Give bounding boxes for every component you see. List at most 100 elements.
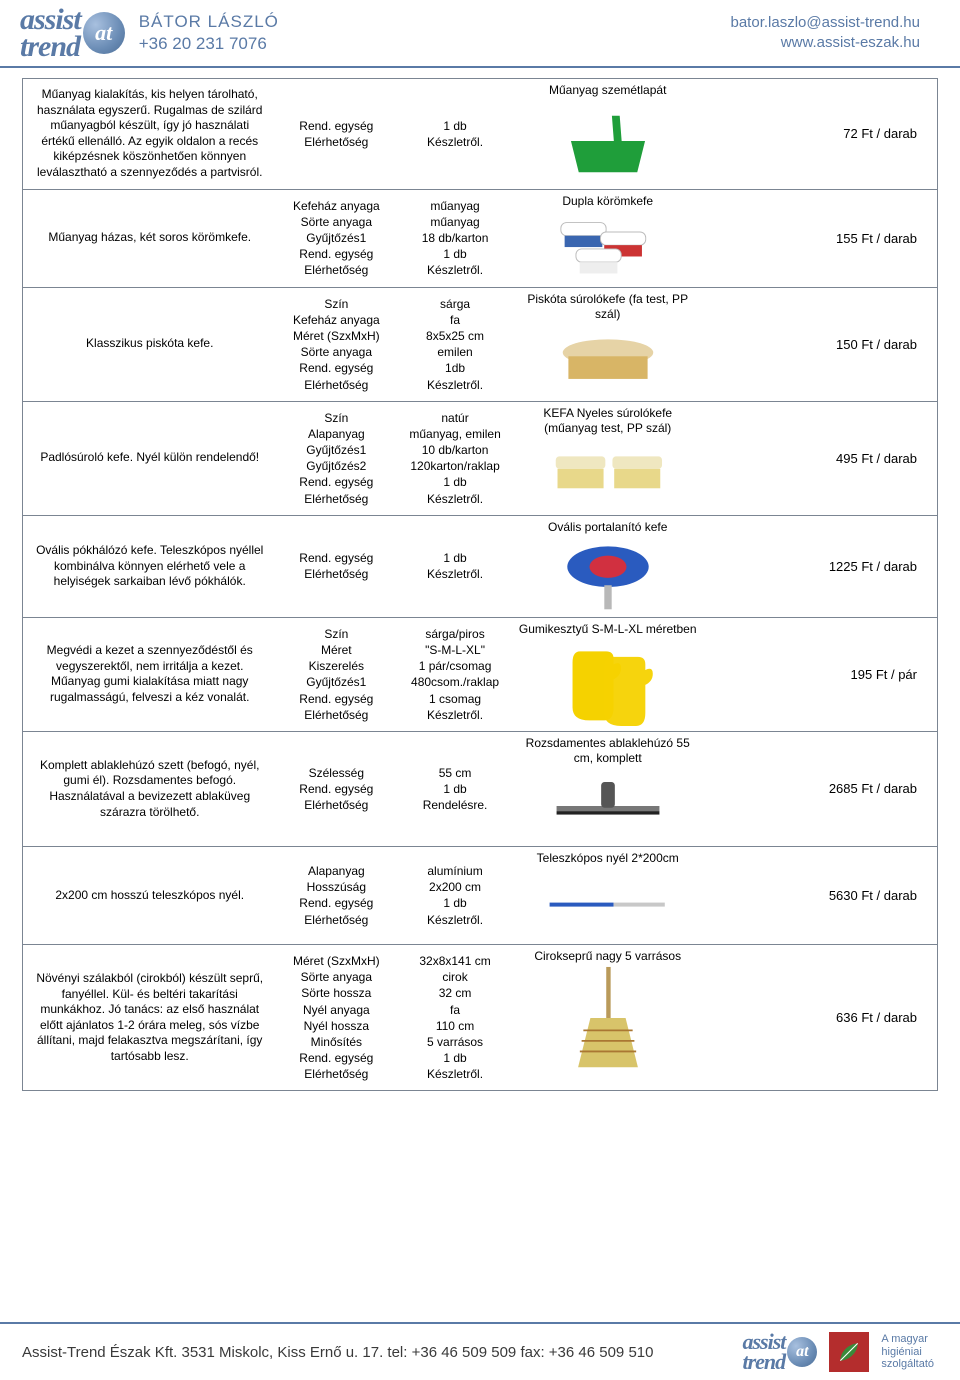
spec-value: Készletről. — [427, 707, 483, 723]
product-row: Műanyag kialakítás, kis helyen tárolható… — [23, 79, 937, 189]
spec-label: Elérhetőség — [304, 262, 368, 278]
spec-label: Szín — [324, 626, 348, 642]
contact-name: BÁTOR LÁSZLÓ — [139, 11, 279, 33]
spec-labels: Kefeház anyagaSörte anyagaGyűjtőzés1Rend… — [276, 190, 396, 287]
spec-value: Készletről. — [427, 1066, 483, 1082]
spec-label: Rend. egység — [299, 550, 373, 566]
product-row: Padlósúroló kefe. Nyél külön rendelendő!… — [23, 401, 937, 515]
product-image-icon — [548, 968, 668, 1068]
spec-values: műanyagműanyag18 db/karton1 dbKészletről… — [396, 190, 514, 287]
product-image-icon — [548, 102, 668, 185]
spec-value: fa — [450, 1002, 460, 1018]
spec-label: Elérhetőség — [304, 377, 368, 393]
product-image-cell: Rozsdamentes ablaklehúzó 55 cm, komplett — [514, 732, 702, 846]
spec-value: 1 db — [443, 118, 466, 134]
product-description: Növényi szálakból (cirokból) készült sep… — [23, 945, 276, 1091]
spec-value: Készletről. — [427, 262, 483, 278]
spec-label: Elérhetőség — [304, 797, 368, 813]
spec-label: Gyűjtőzés2 — [306, 458, 366, 474]
spec-value: 480csom./raklap — [411, 674, 499, 690]
spec-value: Készletről. — [427, 491, 483, 507]
contact-email: bator.laszlo@assist-trend.hu — [731, 13, 921, 33]
spec-label: Gyűjtőzés1 — [306, 442, 366, 458]
page-header: assist trend at BÁTOR LÁSZLÓ +36 20 231 … — [0, 0, 960, 68]
spec-value: 1 db — [443, 550, 466, 566]
product-price: 195 Ft / pár — [702, 618, 938, 731]
product-image-icon — [548, 641, 668, 727]
spec-label: Rend. egység — [299, 691, 373, 707]
spec-value: 110 cm — [436, 1018, 474, 1034]
product-row: Komplett ablaklehúzó szett (befogó, nyél… — [23, 731, 937, 846]
spec-label: Rend. egység — [299, 474, 373, 490]
spec-label: Alapanyag — [308, 863, 365, 879]
product-title: Dupla körömkefe — [562, 194, 653, 209]
product-price: 495 Ft / darab — [702, 402, 938, 515]
spec-label: Méret — [321, 642, 352, 658]
product-description: Ovális pókhálózó kefe. Teleszkópos nyéll… — [23, 516, 276, 617]
spec-label: Alapanyag — [308, 426, 365, 442]
spec-value: 1 db — [443, 781, 466, 797]
slogan-line-2: higiéniai — [881, 1346, 934, 1359]
contact-block: BÁTOR LÁSZLÓ +36 20 231 7076 — [139, 11, 279, 55]
product-title: Rozsdamentes ablaklehúzó 55 cm, komplett — [518, 736, 698, 766]
spec-label: Rend. egység — [299, 1050, 373, 1066]
slogan-line-1: A magyar — [881, 1333, 934, 1346]
spec-value: 1 db — [443, 895, 466, 911]
spec-labels: SzélességRend. egységElérhetőség — [276, 732, 396, 846]
spec-label: Hosszúság — [307, 879, 366, 895]
spec-value: Készletről. — [427, 912, 483, 928]
spec-label: Nyél hossza — [304, 1018, 369, 1034]
product-image-cell: Cirokseprű nagy 5 varrásos — [514, 945, 702, 1091]
product-title: Piskóta súrolókefe (fa test, PP szál) — [518, 292, 698, 322]
product-price: 1225 Ft / darab — [702, 516, 938, 617]
spec-labels: SzínKefeház anyagaMéret (SzxMxH)Sörte an… — [276, 288, 396, 401]
footer-brand-word-bottom: trend — [742, 1352, 785, 1372]
product-description: Műanyag házas, két soros körömkefe. — [23, 190, 276, 287]
product-description: Megvédi a kezet a szennyeződéstől és veg… — [23, 618, 276, 731]
product-description: Komplett ablaklehúzó szett (befogó, nyél… — [23, 732, 276, 846]
spec-label: Méret (SzxMxH) — [293, 953, 380, 969]
spec-label: Rend. egység — [299, 781, 373, 797]
brand-logo: assist trend at — [20, 6, 125, 60]
product-image-cell: Dupla körömkefe — [514, 190, 702, 287]
product-description: Padlósúroló kefe. Nyél külön rendelendő! — [23, 402, 276, 515]
product-image-cell: Ovális portalanító kefe — [514, 516, 702, 617]
spec-value: 5 varrásos — [427, 1034, 483, 1050]
spec-label: Sörte hossza — [301, 985, 371, 1001]
product-image-icon — [548, 440, 668, 511]
product-row: Műanyag házas, két soros körömkefe.Kefeh… — [23, 189, 937, 287]
spec-value: Rendelésre. — [423, 797, 488, 813]
footer-company-line: Assist-Trend Észak Kft. 3531 Miskolc, Ki… — [22, 1344, 653, 1361]
product-image-cell: Műanyag szemétlapát — [514, 79, 702, 189]
page-footer: Assist-Trend Észak Kft. 3531 Miskolc, Ki… — [0, 1322, 960, 1380]
spec-label: Sörte anyaga — [301, 214, 372, 230]
brand-word-bottom: trend — [20, 33, 81, 60]
spec-label: Sörte anyaga — [301, 344, 372, 360]
spec-value: 55 cm — [439, 765, 472, 781]
spec-values: 1 dbKészletről. — [396, 516, 514, 617]
brand-initials: at — [95, 20, 112, 46]
spec-value: 10 db/karton — [422, 442, 489, 458]
product-row: Megvédi a kezet a szennyeződéstől és veg… — [23, 617, 937, 731]
spec-label: Kefeház anyaga — [293, 198, 380, 214]
product-title: Műanyag szemétlapát — [549, 83, 666, 98]
spec-labels: Méret (SzxMxH)Sörte anyagaSörte hossza Ny… — [276, 945, 396, 1091]
spec-values: sárgafa8x5x25 cmemilen1dbKészletről. — [396, 288, 514, 401]
spec-label: Sörte anyaga — [301, 969, 372, 985]
product-description: Műanyag kialakítás, kis helyen tárolható… — [23, 79, 276, 189]
product-row: Ovális pókhálózó kefe. Teleszkópos nyéll… — [23, 515, 937, 617]
product-price: 72 Ft / darab — [702, 79, 938, 189]
product-title: Cirokseprű nagy 5 varrásos — [534, 949, 681, 964]
spec-value: műanyag — [430, 214, 479, 230]
spec-label: Elérhetőség — [304, 1066, 368, 1082]
spec-labels: Rend. egységElérhetőség — [276, 516, 396, 617]
spec-value: 32x8x141 cm — [419, 953, 490, 969]
product-title: Gumikesztyű S-M-L-XL méretben — [519, 622, 697, 637]
spec-value: Készletről. — [427, 377, 483, 393]
product-image-cell: Gumikesztyű S-M-L-XL méretben — [514, 618, 702, 731]
spec-label: Rend. egység — [299, 895, 373, 911]
product-row: Növényi szálakból (cirokból) készült sep… — [23, 944, 937, 1091]
spec-value: 8x5x25 cm — [426, 328, 484, 344]
spec-labels: AlapanyagHosszúságRend. egységElérhetősé… — [276, 847, 396, 944]
spec-label: Rend. egység — [299, 246, 373, 262]
